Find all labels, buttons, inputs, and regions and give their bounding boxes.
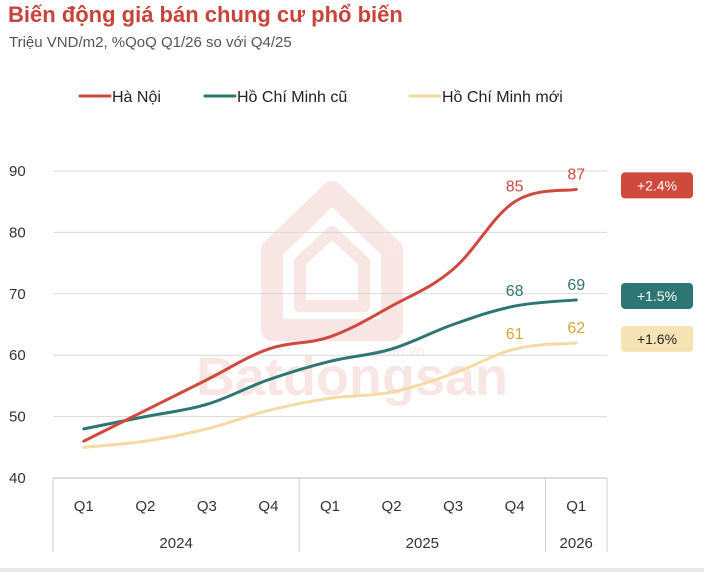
series-lines: [82, 187, 578, 449]
change-badge-text: +1.5%: [637, 288, 677, 304]
y-tick-label: 60: [9, 347, 26, 364]
chart-title: Biến động giá bán chung cư phổ biến: [8, 2, 403, 27]
x-tick-label: Q1: [566, 498, 586, 515]
x-year-label: 2025: [406, 535, 439, 552]
change-badge-text: +1.6%: [637, 331, 677, 347]
x-tick-label: Q3: [443, 498, 463, 515]
bottom-divider: [0, 568, 704, 572]
x-tick-label: Q1: [320, 498, 340, 515]
y-tick-label: 90: [9, 163, 26, 180]
y-tick-label: 40: [9, 470, 26, 487]
series-line: [82, 341, 578, 449]
x-tick-label: Q2: [135, 498, 155, 515]
data-label: 68: [506, 283, 524, 300]
grid-lines: [53, 170, 607, 479]
watermark-suffix: .com.vn: [372, 343, 425, 360]
x-tick-label: Q1: [74, 498, 94, 515]
data-label: 87: [567, 166, 585, 183]
y-axis-ticks: 40 50 60 70 80 90: [9, 163, 26, 487]
change-badge: [621, 325, 693, 352]
x-tick-label: Q4: [258, 498, 278, 515]
y-tick-label: 50: [9, 409, 26, 426]
x-tick-label: Q3: [197, 498, 217, 515]
x-tick-label: Q4: [505, 498, 525, 515]
y-tick-label: 70: [9, 286, 26, 303]
watermark-logo: Batdongsan .com.vn: [196, 181, 508, 407]
change-badge: [621, 282, 693, 309]
legend: Hà Nội Hồ Chí Minh cũ Hồ Chí Minh mới: [78, 89, 563, 106]
x-year-label: 2024: [159, 535, 192, 552]
legend-label: Hồ Chí Minh mới: [442, 89, 563, 106]
x-axis: Q1 Q2 Q3 Q4 Q1 Q2 Q3 Q4 Q1 2024 2025 2026: [52, 478, 608, 552]
data-label: 61: [506, 326, 524, 343]
change-badge-text: +2.4%: [637, 177, 677, 193]
chart-subtitle: Triệu VND/m2, %QoQ Q1/26 so với Q4/25: [9, 34, 292, 51]
data-label: 69: [567, 277, 585, 294]
data-labels: 85 87 68 69 61 62: [506, 166, 585, 343]
series-line: [82, 187, 578, 443]
change-badge: [621, 172, 693, 199]
change-badges: +2.4% +1.5% +1.6%: [621, 172, 693, 352]
legend-label: Hồ Chí Minh cũ: [237, 89, 347, 106]
data-label: 62: [567, 320, 585, 337]
x-tick-label: Q2: [382, 498, 402, 515]
legend-label: Hà Nội: [112, 89, 161, 106]
x-year-label: 2026: [560, 535, 593, 552]
data-label: 85: [506, 179, 524, 196]
series-line: [82, 298, 578, 431]
y-tick-label: 80: [9, 224, 26, 241]
